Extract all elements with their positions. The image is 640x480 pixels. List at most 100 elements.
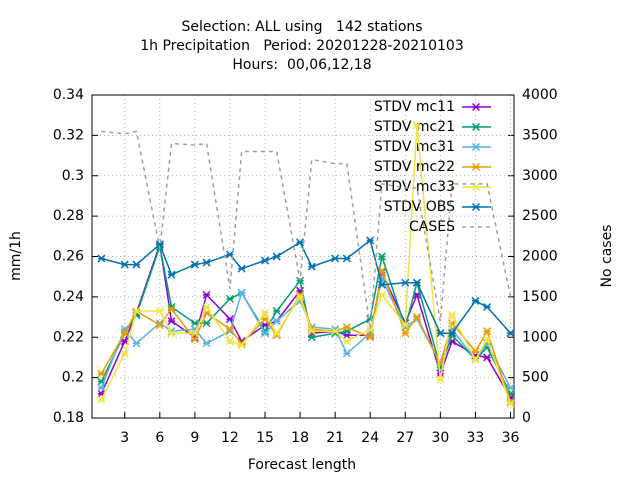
legend-marker: [471, 182, 481, 192]
legend-marker: [471, 122, 481, 132]
legend-label: CASES: [409, 219, 455, 235]
point: [237, 288, 246, 297]
point: [155, 240, 164, 249]
x-tick-label: 3: [120, 430, 129, 446]
point: [202, 290, 211, 299]
point: [331, 254, 340, 263]
point: [155, 321, 164, 330]
point: [307, 333, 316, 342]
point: [307, 327, 316, 336]
point: [155, 306, 164, 316]
point: [506, 329, 515, 338]
legend-marker: [471, 102, 481, 112]
point: [272, 329, 281, 338]
x-tick-label: 33: [467, 430, 485, 446]
point: [97, 369, 106, 378]
chart-title: Selection: ALL using 142 stations: [181, 19, 422, 35]
point: [237, 264, 246, 273]
legend-marker: [471, 142, 481, 152]
point: [225, 294, 234, 303]
point: [448, 329, 457, 338]
y2-tick-label: 500: [522, 370, 549, 386]
x-axis-label: Forecast length: [248, 457, 356, 473]
y-tick-label: 0.22: [53, 329, 84, 345]
y-axis-label: mm/1h: [8, 231, 24, 281]
y2-tick-label: 1500: [522, 289, 558, 305]
legend-label: STDV mc11: [374, 99, 455, 115]
point: [167, 304, 176, 314]
chart-title: 1h Precipitation Period: 20201228-202101…: [140, 38, 463, 54]
point: [97, 254, 106, 263]
point: [190, 319, 199, 328]
point: [167, 329, 176, 338]
y-tick-label: 0.2: [62, 370, 84, 386]
point: [366, 325, 375, 334]
point: [377, 252, 386, 261]
plot-frame: [91, 94, 515, 419]
point: [225, 337, 234, 346]
y-tick-label: 0.18: [53, 410, 84, 426]
point: [167, 270, 176, 279]
point: [506, 399, 515, 408]
chart-title: Hours: 00,06,12,18: [232, 57, 371, 73]
y2-tick-label: 1000: [522, 329, 558, 345]
y2-tick-label: 2500: [522, 208, 558, 224]
point: [342, 323, 351, 332]
y2-tick-label: 3500: [522, 127, 558, 143]
y2-tick-label: 2000: [522, 249, 558, 265]
point: [483, 327, 492, 336]
point: [412, 121, 422, 130]
point: [296, 238, 305, 247]
point: [120, 349, 129, 358]
y2-tick-label: 4000: [522, 87, 558, 103]
point: [506, 383, 515, 392]
legend-label: STDV mc33: [374, 179, 455, 195]
point: [202, 258, 211, 267]
point: [202, 339, 211, 348]
legend-label: STDV mc31: [374, 139, 455, 155]
y2-tick-label: 3000: [522, 168, 558, 184]
point: [97, 395, 106, 404]
point: [483, 302, 492, 311]
point: [190, 335, 199, 344]
point: [377, 290, 386, 299]
point: [366, 333, 375, 342]
point: [296, 292, 305, 301]
point: [483, 353, 492, 362]
point: [120, 260, 129, 269]
point: [448, 311, 457, 320]
point: [225, 325, 234, 334]
point: [401, 278, 410, 287]
point: [260, 256, 270, 265]
x-tick-label: 9: [190, 430, 199, 446]
point: [471, 296, 480, 305]
point: [377, 280, 386, 289]
point: [436, 375, 445, 384]
legend-marker: [471, 162, 481, 172]
x-tick-label: 12: [221, 430, 239, 446]
series-line: [100, 125, 512, 405]
point: [342, 337, 351, 346]
x-tick-label: 36: [502, 430, 520, 446]
point: [190, 329, 199, 338]
point: [120, 329, 129, 338]
point: [202, 319, 211, 328]
point: [202, 302, 211, 311]
legend-label: STDV OBS: [384, 199, 455, 215]
point: [190, 260, 199, 269]
x-tick-label: 24: [361, 430, 379, 446]
point: [401, 321, 410, 330]
y-tick-label: 0.28: [53, 208, 84, 224]
x-tick-label: 30: [431, 430, 449, 446]
point: [260, 329, 270, 338]
point: [167, 317, 176, 326]
y-tick-label: 0.26: [53, 249, 84, 265]
point: [132, 339, 141, 348]
point: [436, 329, 445, 338]
point: [412, 278, 422, 287]
x-tick-label: 27: [396, 430, 414, 446]
point: [342, 349, 351, 358]
point: [132, 260, 141, 269]
point: [272, 317, 281, 326]
